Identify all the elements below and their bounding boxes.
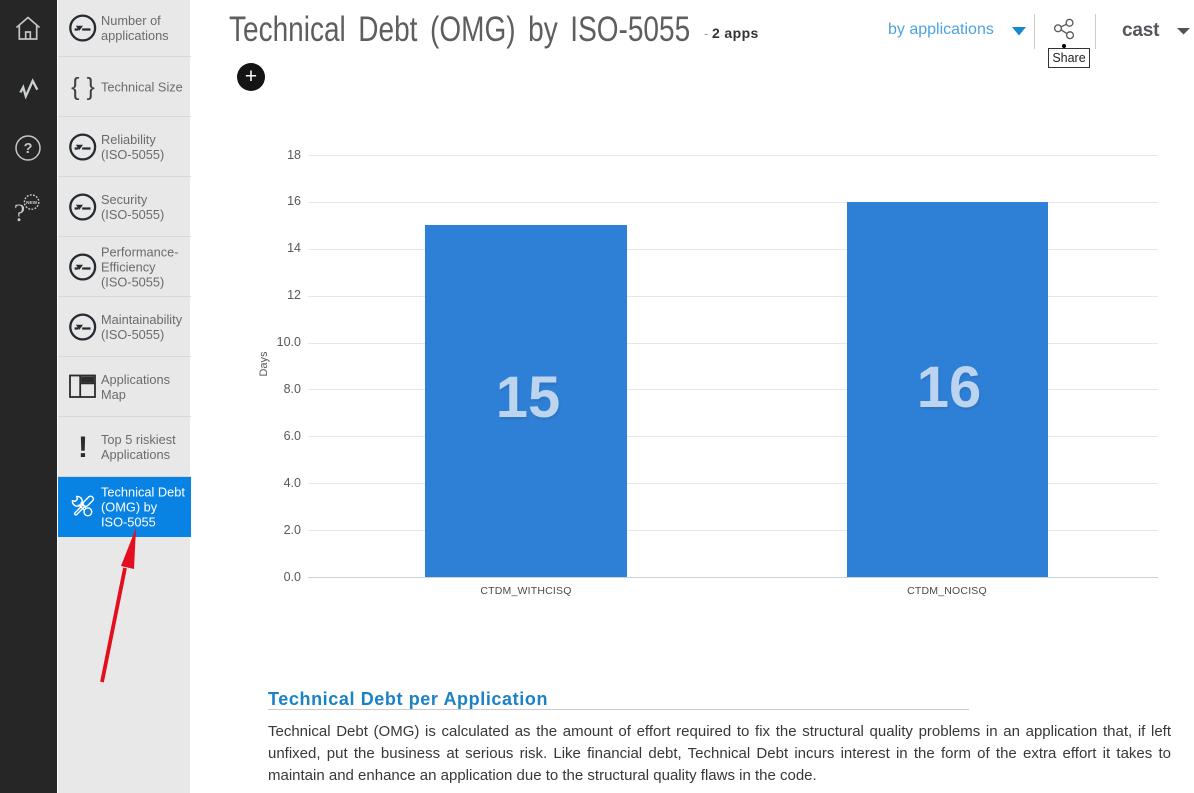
svg-text:NEW: NEW <box>26 200 38 206</box>
svg-text:?: ? <box>14 200 25 227</box>
svg-text:?: ? <box>24 141 33 157</box>
